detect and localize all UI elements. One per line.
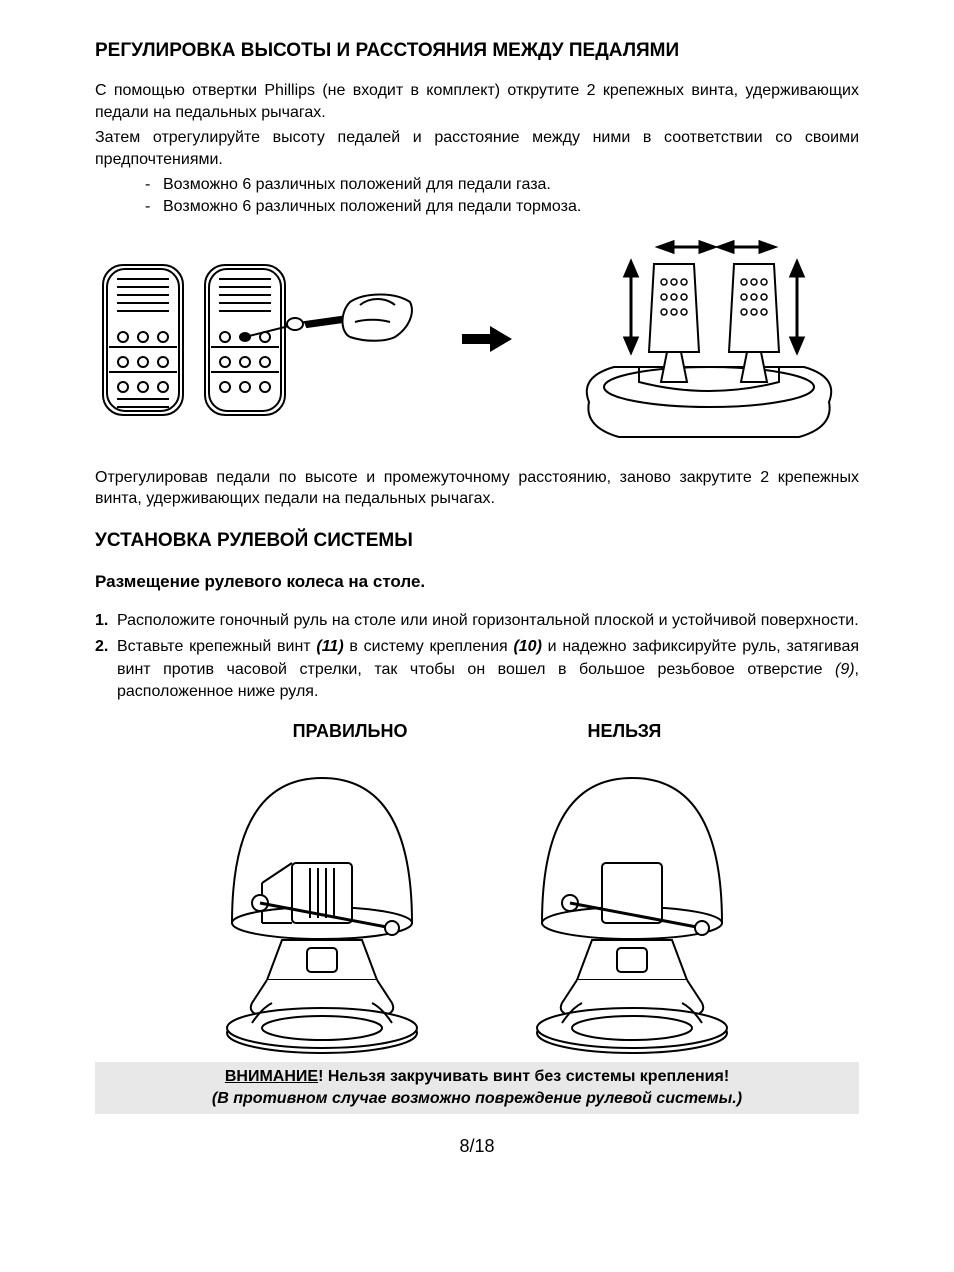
- subheading-table: Размещение рулевого колеса на столе.: [95, 572, 859, 592]
- figure-pedal-set: [559, 232, 859, 447]
- label-correct: ПРАВИЛЬНО: [293, 721, 408, 742]
- paragraph-3: Отрегулировав педали по высоте и промежу…: [95, 467, 859, 510]
- warning-label: ВНИМАНИЕ: [225, 1068, 318, 1085]
- step-1: 1. Расположите гоночный руль на столе ил…: [95, 610, 859, 632]
- step-1-num: 1.: [95, 610, 117, 632]
- heading-pedal-adjust: РЕГУЛИРОВКА ВЫСОТЫ И РАССТОЯНИЯ МЕЖДУ ПЕ…: [95, 40, 859, 62]
- paragraph-1: С помощью отвертки Phillips (не входит в…: [95, 80, 859, 123]
- steps-list: 1. Расположите гоночный руль на столе ил…: [95, 610, 859, 704]
- figure-clamp-wrong: [502, 748, 762, 1058]
- figure-pedals-screwdriver: [95, 247, 415, 432]
- step-1-text: Расположите гоночный руль на столе или и…: [117, 610, 859, 632]
- figure-clamp-correct: [192, 748, 452, 1058]
- paragraph-2: Затем отрегулируйте высоту педалей и рас…: [95, 127, 859, 170]
- warning-text-1: ! Нельзя закручивать винт без системы кр…: [318, 1068, 729, 1085]
- figure-row-pedals: [95, 232, 859, 447]
- arrow-icon: [452, 326, 522, 352]
- warning-text-2: (В противном случае возможно повреждение…: [103, 1088, 851, 1110]
- step-2-num: 2.: [95, 636, 117, 703]
- warning-box: ВНИМАНИЕ! Нельзя закручивать винт без си…: [95, 1062, 859, 1113]
- bullet-list: Возможно 6 различных положений для педал…: [145, 174, 859, 217]
- label-wrong: НЕЛЬЗЯ: [587, 721, 661, 742]
- heading-install: УСТАНОВКА РУЛЕВОЙ СИСТЕМЫ: [95, 530, 859, 552]
- correct-wrong-block: ПРАВИЛЬНО НЕЛЬЗЯ: [95, 721, 859, 1113]
- bullet-item-1: Возможно 6 различных положений для педал…: [145, 174, 859, 196]
- page-number: 8/18: [95, 1136, 859, 1157]
- step-2: 2. Вставьте крепежный винт (11) в систем…: [95, 636, 859, 703]
- step-2-text: Вставьте крепежный винт (11) в систему к…: [117, 636, 859, 703]
- bullet-item-2: Возможно 6 различных положений для педал…: [145, 196, 859, 218]
